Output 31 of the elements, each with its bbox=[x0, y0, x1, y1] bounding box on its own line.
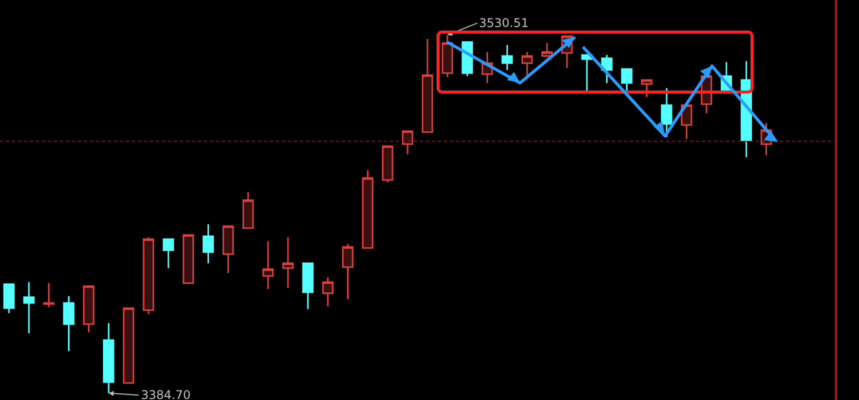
candlestick bbox=[122, 307, 134, 384]
annotation: 3530.51 bbox=[479, 16, 529, 30]
candlestick bbox=[442, 34, 454, 78]
candlestick bbox=[641, 79, 652, 98]
candlestick bbox=[63, 295, 74, 352]
candlestick bbox=[502, 44, 513, 71]
candlestick bbox=[102, 322, 114, 394]
candlestick bbox=[262, 240, 274, 290]
candlestick bbox=[521, 51, 533, 78]
candlestick bbox=[202, 223, 214, 264]
candlestick bbox=[43, 282, 54, 308]
candlestick bbox=[3, 283, 15, 314]
candlestick bbox=[382, 145, 394, 183]
candlestick bbox=[302, 262, 314, 310]
candlestick bbox=[162, 238, 174, 269]
candlestick bbox=[83, 285, 94, 333]
candlestick bbox=[621, 68, 632, 93]
candlestick bbox=[342, 243, 354, 300]
candlestick bbox=[142, 236, 154, 315]
candlestick bbox=[402, 130, 414, 155]
annotation: 3384.70 bbox=[141, 388, 191, 400]
candlestick bbox=[422, 38, 434, 133]
candlestick bbox=[242, 191, 254, 229]
candlestick bbox=[601, 54, 612, 84]
candlestick bbox=[182, 234, 194, 285]
candlestick bbox=[282, 236, 294, 289]
candlestick bbox=[322, 276, 334, 307]
candlestick bbox=[23, 281, 35, 334]
candlestick bbox=[362, 169, 374, 249]
candlestick bbox=[222, 225, 234, 274]
candlestick bbox=[581, 54, 593, 92]
